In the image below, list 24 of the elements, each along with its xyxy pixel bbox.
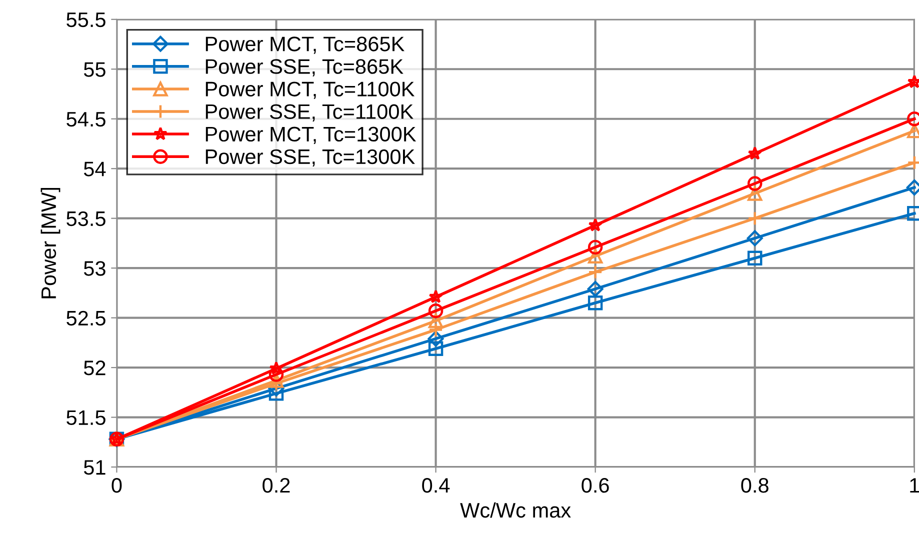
y-tick-label: 55.5 (66, 12, 106, 28)
x-axis-title: Wc/Wc max (460, 502, 571, 518)
x-tick-label: 0 (112, 478, 122, 493)
legend-label: Power SSE, Tc=1300K (206, 149, 415, 167)
y-tick-label: 53.5 (66, 211, 106, 226)
x-tick-label: 0.2 (262, 478, 290, 493)
y-tick-label: 52 (84, 360, 106, 376)
y-tick-label: 55 (84, 62, 106, 77)
legend-label: Power SSE, Tc=865K (206, 59, 404, 76)
x-tick-label: 0.6 (582, 478, 609, 493)
legend-label: Power MCT, Tc=865K (206, 36, 404, 54)
legend-label: Power MCT, Tc=1300K (206, 126, 416, 144)
y-tick-label: 51.5 (66, 410, 106, 426)
x-tick-label: 1 (910, 478, 919, 493)
legend-label: Power MCT, Tc=1100K (206, 82, 415, 99)
x-tick-label: 0.8 (741, 478, 768, 493)
y-tick-label: 51 (84, 460, 106, 475)
y-tick-label: 54.5 (66, 112, 106, 127)
legend-label: Power SSE, Tc=1100K (206, 104, 414, 122)
y-tick-label: 52.5 (66, 310, 106, 326)
y-tick-label: 54 (84, 162, 106, 176)
x-tick-label: 0.4 (422, 478, 450, 493)
y-axis-title: Power [MW] (40, 188, 60, 298)
y-tick-label: 53 (84, 261, 106, 276)
